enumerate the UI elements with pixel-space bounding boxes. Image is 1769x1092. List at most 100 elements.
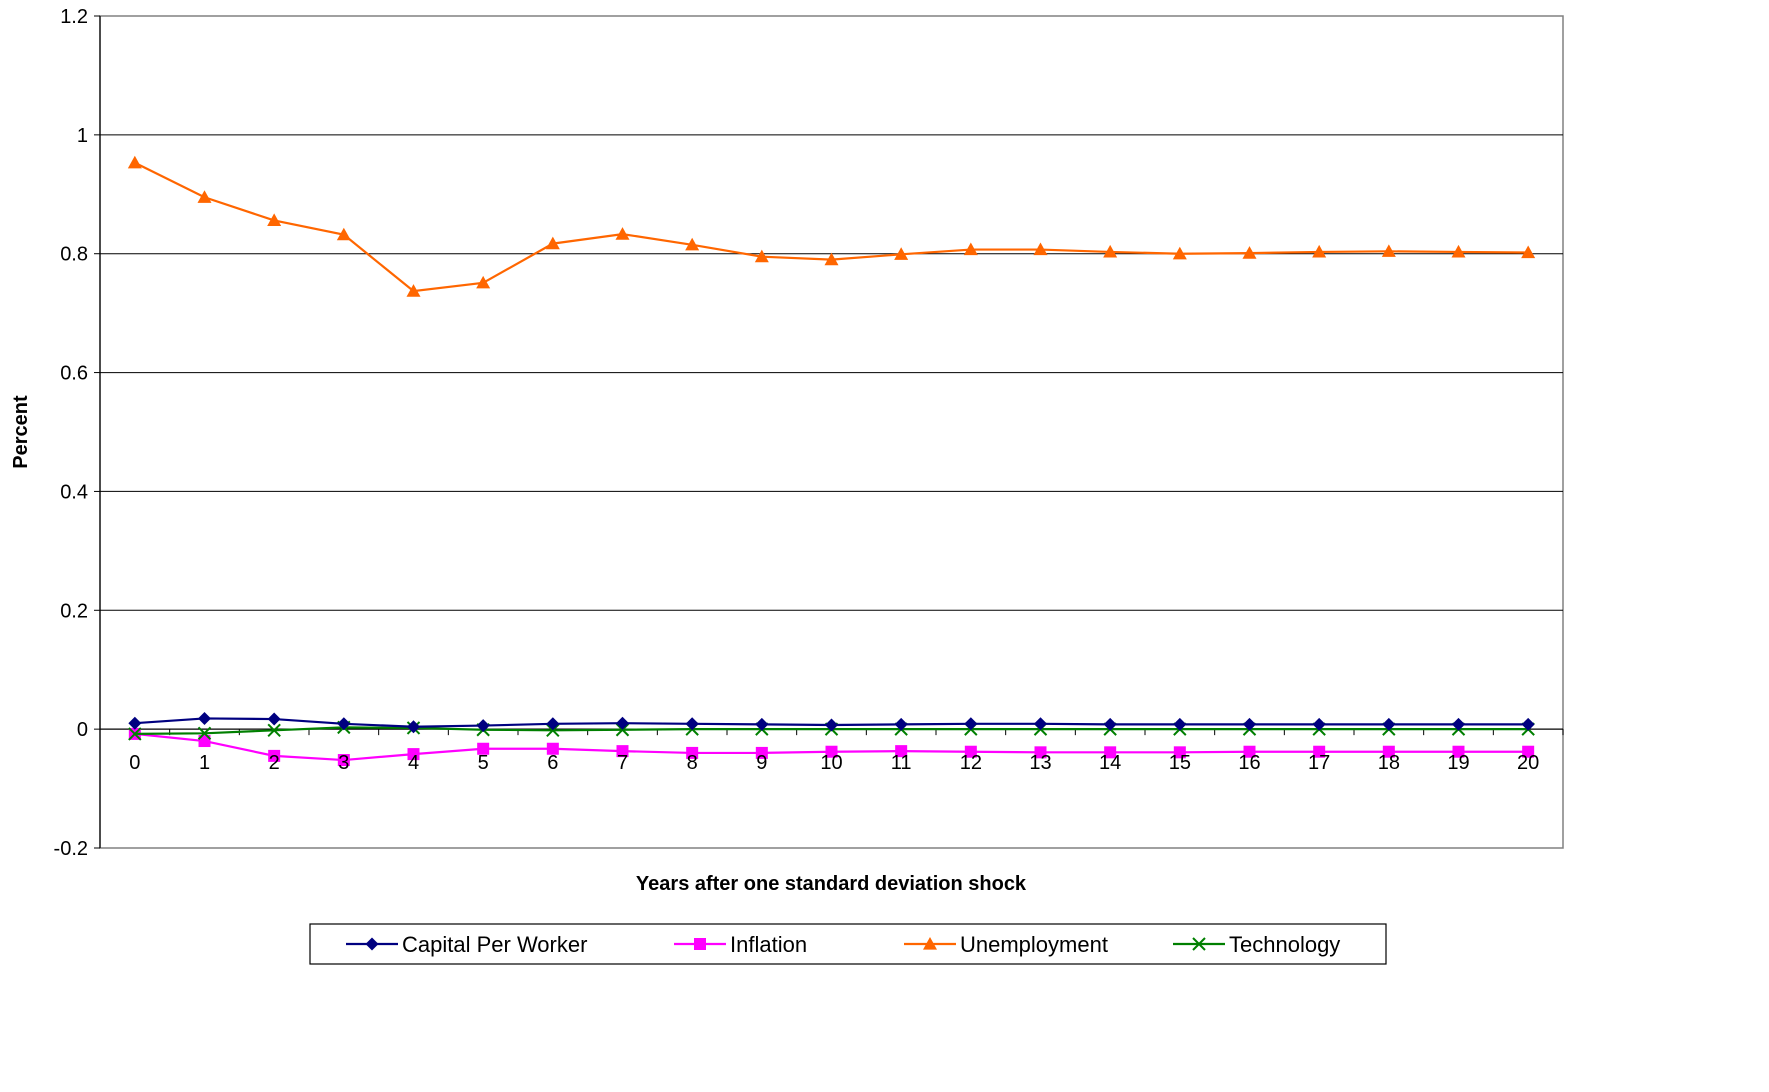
data-point-unemployment [197, 190, 212, 203]
data-point-capital-per-worker [964, 717, 978, 731]
x-tick-label: 9 [756, 752, 767, 774]
data-point-capital-per-worker [267, 712, 281, 726]
data-point-unemployment [894, 247, 909, 260]
data-point-capital-per-worker [894, 717, 908, 731]
data-point-capital-per-worker [755, 717, 769, 731]
data-point-technology [128, 727, 142, 741]
data-point-technology [267, 723, 281, 738]
data-point-capital-per-worker [1382, 717, 1396, 731]
y-tick-label: 0 [77, 719, 88, 741]
data-point-unemployment [476, 275, 491, 289]
x-tick-label: 1 [199, 752, 210, 774]
data-point-unemployment [1172, 246, 1187, 260]
legend-swatch-marker [694, 938, 706, 950]
data-point-inflation [1452, 745, 1465, 758]
x-tick-label: 11 [891, 752, 912, 774]
data-point-technology [546, 723, 560, 738]
data-point-capital-per-worker [476, 719, 490, 733]
legend-item-technology: Technology [1173, 932, 1340, 957]
legend-label: Unemployment [960, 932, 1108, 957]
data-point-capital-per-worker [1243, 717, 1256, 731]
x-tick-label: 6 [547, 752, 558, 774]
data-point-capital-per-worker [1034, 717, 1047, 731]
data-point-capital-per-worker [685, 717, 699, 731]
data-point-inflation [895, 745, 908, 758]
legend: Capital Per Worker Inflation Unemployment T… [309, 923, 1387, 965]
legend-label: Capital Per Worker [402, 932, 587, 957]
data-point-capital-per-worker [1452, 717, 1465, 731]
series-unemployment [127, 155, 1536, 297]
x-tick-label: 4 [408, 752, 419, 774]
data-point-unemployment [1451, 244, 1466, 258]
data-point-inflation [546, 742, 559, 755]
data-point-capital-per-worker [1173, 717, 1187, 731]
data-point-capital-per-worker [1521, 717, 1535, 731]
x-tick-label: 8 [687, 752, 698, 774]
x-tick-label: 2 [269, 752, 280, 774]
y-tick-label: 0.8 [60, 244, 88, 266]
data-point-unemployment [685, 237, 700, 251]
data-point-capital-per-worker [407, 720, 420, 734]
data-point-inflation [1382, 745, 1395, 758]
data-point-inflation [1313, 745, 1326, 758]
series-inflation [128, 727, 1535, 767]
y-tick-label: 0.6 [60, 363, 88, 385]
data-point-capital-per-worker [1103, 717, 1117, 731]
series-capital-per-worker [128, 711, 1535, 734]
data-point-inflation [477, 742, 490, 755]
data-point-unemployment [336, 227, 351, 241]
legend-item-unemployment: Unemployment [904, 932, 1108, 957]
data-point-inflation [825, 745, 838, 758]
data-point-unemployment [615, 227, 630, 240]
data-point-capital-per-worker [198, 711, 211, 725]
data-point-capital-per-worker [337, 717, 351, 731]
data-point-technology [615, 723, 630, 737]
data-point-inflation [337, 754, 350, 767]
data-point-unemployment [824, 252, 839, 266]
data-point-inflation [268, 749, 281, 762]
data-point-inflation [964, 745, 977, 758]
data-point-unemployment [1033, 242, 1048, 256]
gridlines [100, 134, 1563, 611]
x-tick-label: 16 [1238, 752, 1260, 774]
legend-swatch-marker [923, 937, 937, 950]
x-tick-label: 18 [1378, 752, 1400, 774]
x-tick-label: 3 [338, 752, 349, 774]
data-point-inflation [1034, 746, 1047, 759]
data-point-unemployment [1381, 244, 1396, 257]
data-point-unemployment [267, 213, 282, 227]
x-tick-label: 7 [617, 752, 628, 774]
legend-item-capital-per-worker: Capital Per Worker [346, 932, 587, 957]
data-point-unemployment [754, 249, 769, 263]
data-point-unemployment [1312, 244, 1327, 258]
y-tick-label: -0.2 [54, 838, 88, 860]
plot-area [99, 15, 1564, 849]
data-point-unemployment [1103, 244, 1118, 258]
data-point-unemployment [545, 236, 560, 250]
x-axis-title: Years after one standard deviation shock [636, 873, 1027, 895]
y-tick-label: 0.4 [60, 481, 88, 503]
y-tick-label: 1 [77, 125, 88, 147]
y-tick-label: 0.2 [60, 600, 88, 622]
data-point-technology [197, 726, 212, 741]
data-point-inflation [1522, 745, 1535, 758]
x-tick-label: 17 [1308, 752, 1330, 774]
data-point-inflation [407, 748, 420, 761]
data-point-capital-per-worker [1312, 717, 1326, 731]
data-point-inflation [1104, 746, 1117, 759]
x-tick-label: 0 [129, 752, 140, 774]
data-point-inflation [686, 746, 699, 759]
legend-label: Technology [1229, 932, 1340, 957]
x-tick-label: 12 [960, 752, 982, 774]
legend-swatch-marker [1192, 937, 1206, 951]
x-tick-label: 20 [1517, 752, 1539, 774]
data-point-capital-per-worker [825, 718, 838, 732]
data-point-unemployment [1242, 246, 1257, 259]
data-point-unemployment [406, 284, 421, 297]
x-tick-label: 10 [820, 752, 842, 774]
x-tick-label: 19 [1447, 752, 1469, 774]
x-tick-label: 5 [478, 752, 489, 774]
data-point-inflation [755, 746, 768, 759]
tick-labels: -0.200.20.40.60.811.20 1 2 3 4 5 6 7 8 9 10 11 12 13 1… [54, 6, 1540, 860]
